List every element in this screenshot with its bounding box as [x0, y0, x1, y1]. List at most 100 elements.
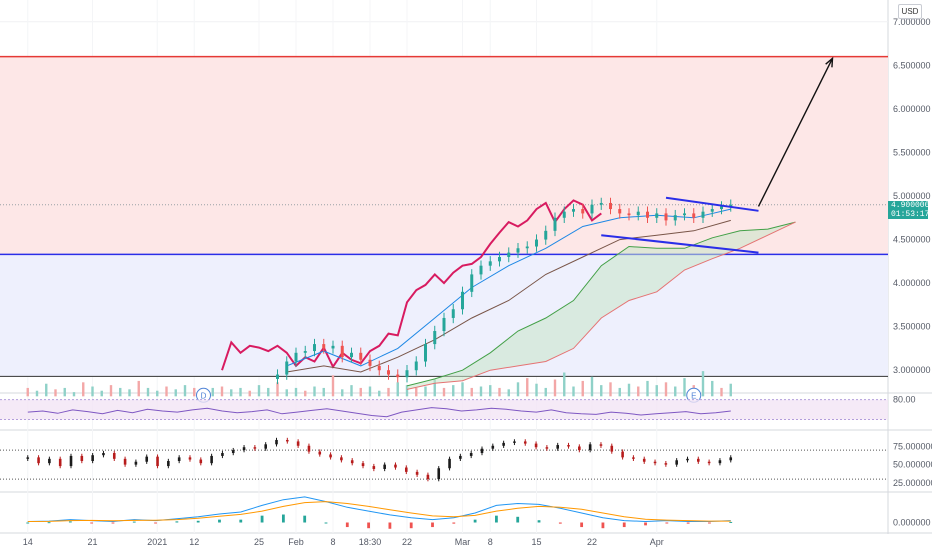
- candle-body: [285, 361, 289, 375]
- y-tick-label: 3.500000: [893, 322, 931, 332]
- osc-candle-body: [318, 451, 322, 455]
- candle-body: [396, 374, 400, 378]
- volume-bar: [544, 387, 547, 397]
- osc-candle-body: [718, 460, 722, 464]
- volume-bar: [553, 379, 557, 397]
- volume-bar: [572, 386, 575, 397]
- volume-bar: [82, 382, 85, 397]
- volume-bar: [322, 387, 325, 397]
- osc-candle-body: [329, 454, 332, 458]
- cloud-top-line: [406, 221, 796, 387]
- osc-candle-body: [459, 455, 462, 459]
- currency-badge[interactable]: USD: [898, 4, 922, 19]
- candle-body: [618, 209, 622, 214]
- osc-candle-body: [697, 458, 700, 462]
- volume-bar: [35, 390, 39, 397]
- candle-body: [276, 374, 279, 379]
- volume-bar: [442, 387, 446, 397]
- osc-candle-body: [578, 446, 581, 451]
- candle-body: [562, 211, 566, 218]
- osc-candle-body: [112, 453, 116, 459]
- osc-candle-body: [545, 447, 549, 449]
- osc-tick-label: 75.000000: [893, 442, 932, 452]
- osc-candle-body: [340, 457, 343, 461]
- volume-bar: [461, 382, 464, 397]
- candle-body: [535, 239, 538, 247]
- volume-bar: [627, 383, 631, 397]
- x-tick-label: 22: [587, 537, 597, 547]
- volume-bar: [341, 389, 344, 397]
- candle-body: [433, 331, 437, 345]
- volume-bar: [637, 386, 640, 397]
- candle-body: [359, 352, 363, 360]
- volume-bar: [396, 382, 399, 397]
- candle-body: [710, 209, 714, 212]
- projection-arrow: [757, 58, 834, 207]
- volume-bar: [119, 387, 122, 397]
- volume-bar: [100, 390, 103, 397]
- candle-body: [599, 202, 603, 205]
- candle-body: [479, 265, 483, 275]
- volume-bar: [350, 385, 353, 397]
- macd-histogram-bar: [218, 519, 221, 523]
- x-tick-label: 8: [330, 537, 335, 547]
- event-marker-label: D: [201, 391, 207, 400]
- event-marker-label: E: [691, 391, 696, 400]
- osc-candle-body: [26, 457, 30, 459]
- osc-candle-body: [102, 453, 105, 456]
- osc-candle-body: [188, 457, 192, 460]
- osc-candle-body: [91, 455, 94, 461]
- osc-candle-body: [729, 457, 733, 461]
- y-tick-label: 7.000000: [893, 17, 931, 27]
- candle-body: [720, 206, 723, 210]
- volume-bar: [156, 390, 159, 397]
- candle-body: [701, 211, 705, 218]
- osc-candle-body: [480, 448, 484, 454]
- macd-histogram-bar: [537, 520, 541, 523]
- macd-histogram-bar: [580, 522, 584, 528]
- volume-bar: [45, 383, 48, 397]
- volume-bar: [137, 380, 140, 397]
- x-tick-label: 15: [531, 537, 541, 547]
- macd-histogram-bar: [452, 522, 456, 524]
- volume-bar: [479, 386, 483, 397]
- volume-bar: [526, 378, 529, 397]
- macd-histogram-bar: [281, 514, 285, 523]
- candle-body: [294, 352, 298, 362]
- macd-histogram-bar: [665, 522, 669, 524]
- channel-lower-line: [601, 234, 759, 254]
- volume-bar: [535, 383, 538, 397]
- volume-bar: [507, 389, 510, 397]
- osc-candle-body: [675, 460, 678, 465]
- x-tick-label: 22: [402, 537, 412, 547]
- volume-bar: [165, 386, 168, 397]
- candle-body: [303, 351, 307, 353]
- volume-bar: [452, 385, 455, 397]
- channel-upper-line: [665, 196, 759, 212]
- volume-bar: [220, 386, 224, 397]
- macd-histogram-bar: [729, 521, 733, 523]
- macd-histogram-bar: [388, 522, 392, 529]
- osc-candle-body: [621, 451, 624, 458]
- osc-candle-body: [156, 456, 159, 467]
- x-tick-label: Feb: [288, 537, 304, 547]
- candle-body: [424, 344, 427, 362]
- macd-histogram-bar: [26, 522, 30, 524]
- price-label: 4.900000 01:53:17: [888, 201, 929, 219]
- osc-tick-label: 25.000000: [893, 478, 932, 488]
- x-tick-label: Mar: [455, 537, 471, 547]
- osc-candle-body: [632, 457, 635, 459]
- osc-candle-body: [275, 439, 278, 445]
- volume-bar: [368, 386, 372, 397]
- x-tick-label: 12: [189, 537, 199, 547]
- macd-histogram-bar: [644, 522, 647, 526]
- osc-candle-body: [534, 443, 538, 448]
- macd-histogram-bar: [239, 519, 243, 523]
- osc-candle-body: [437, 468, 441, 480]
- x-tick-label: 18:30: [359, 537, 382, 547]
- macd-histogram-bar: [622, 522, 626, 528]
- candle-body: [368, 359, 372, 366]
- candle-body: [655, 213, 659, 218]
- candle-body: [692, 213, 696, 218]
